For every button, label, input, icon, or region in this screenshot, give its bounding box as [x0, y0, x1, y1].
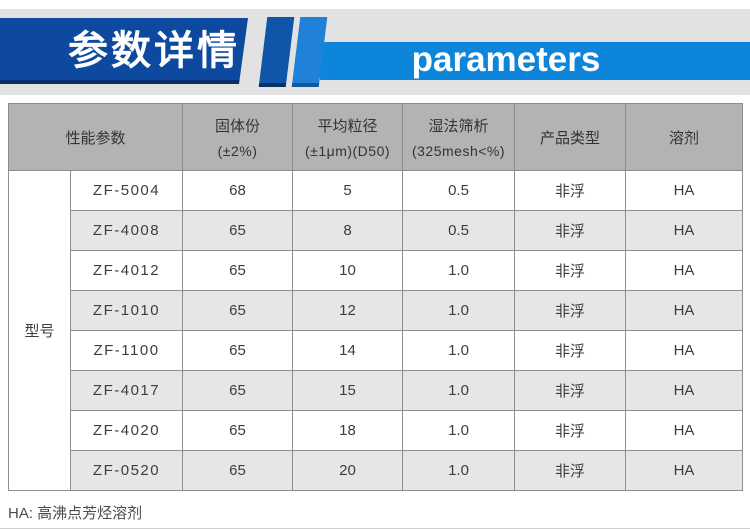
- cell-particle: 14: [292, 330, 404, 371]
- cell-sieve: 1.0: [402, 450, 516, 491]
- cell-solvent: HA: [625, 210, 744, 251]
- cell-solid: 65: [182, 410, 294, 451]
- table-row: ZF-4017 65 15 1.0 非浮 HA: [9, 370, 744, 411]
- english-title-bar: parameters: [320, 42, 750, 80]
- cell-particle: 18: [292, 410, 404, 451]
- col-header-particle: 平均粒径 (±1μm)(D50): [292, 103, 404, 171]
- cell-particle: 5: [292, 170, 404, 211]
- cell-model: ZF-0520: [69, 450, 184, 491]
- col-header-line1: 溶剂: [669, 129, 700, 147]
- cell-solid: 68: [182, 170, 294, 211]
- table-row: ZF-4008 65 8 0.5 非浮 HA: [9, 210, 744, 251]
- cell-model: ZF-4020: [69, 410, 184, 451]
- cell-solid: 65: [182, 330, 294, 371]
- cell-type: 非浮: [514, 290, 627, 331]
- cell-solvent: HA: [625, 370, 744, 411]
- cell-solvent: HA: [625, 450, 744, 491]
- english-title: parameters: [411, 40, 601, 79]
- cell-solid: 65: [182, 450, 294, 491]
- cell-type: 非浮: [514, 450, 627, 491]
- col-header-line2: (±1μm)(D50): [305, 143, 391, 159]
- chinese-title-banner: 参数详情: [0, 18, 248, 84]
- cell-model: ZF-4012: [69, 250, 184, 291]
- cell-type: 非浮: [514, 250, 627, 291]
- col-header-solid: 固体份 (±2%): [182, 103, 294, 171]
- cell-particle: 8: [292, 210, 404, 251]
- col-header-line1: 平均粒径: [317, 118, 378, 135]
- footnote: HA: 高沸点芳烃溶剂: [8, 505, 143, 522]
- cell-type: 非浮: [514, 410, 627, 451]
- cell-sieve: 1.0: [402, 410, 516, 451]
- cell-type: 非浮: [514, 370, 627, 411]
- cell-solvent: HA: [625, 330, 744, 371]
- col-header-line1: 湿法筛析: [428, 118, 489, 135]
- col-header-type: 产品类型: [514, 103, 627, 171]
- cell-type: 非浮: [514, 330, 627, 371]
- cell-sieve: 0.5: [402, 210, 516, 251]
- cell-solvent: HA: [625, 250, 744, 291]
- col-header-performance: 性能参数: [7, 103, 184, 171]
- cell-solvent: HA: [625, 410, 744, 451]
- cell-type: 非浮: [514, 210, 627, 251]
- cell-particle: 12: [292, 290, 404, 331]
- table-row: ZF-4012 65 10 1.0 非浮 HA: [9, 250, 744, 291]
- cell-particle: 10: [292, 250, 404, 291]
- cell-solvent: HA: [625, 290, 744, 331]
- table-row: 型号 ZF-5004 68 5 0.5 非浮 HA: [8, 170, 744, 491]
- col-header-line2: (±2%): [217, 143, 258, 159]
- cell-sieve: 1.0: [402, 250, 516, 291]
- header-band: parameters 参数详情: [0, 9, 750, 95]
- col-header-sieve: 湿法筛析 (325mesh<%): [402, 103, 516, 171]
- cell-model: ZF-5004: [69, 170, 184, 211]
- cell-sieve: 1.0: [402, 330, 516, 371]
- chinese-title: 参数详情: [68, 29, 240, 73]
- col-header-solvent: 溶剂: [625, 103, 744, 171]
- parameters-table: 性能参数 固体份 (±2%) 平均粒径 (±1μm)(D50) 湿法筛析 (32…: [7, 103, 744, 491]
- cell-type: 非浮: [514, 170, 627, 211]
- cell-solid: 65: [182, 210, 294, 251]
- cell-particle: 15: [292, 370, 404, 411]
- cell-model: ZF-4008: [69, 210, 184, 251]
- table-row: ZF-1100 65 14 1.0 非浮 HA: [9, 330, 744, 371]
- cell-solid: 65: [182, 250, 294, 291]
- cell-particle: 20: [292, 450, 404, 491]
- cell-sieve: 0.5: [402, 170, 516, 211]
- col-header-line1: 产品类型: [540, 129, 601, 147]
- table-row: ZF-0520 65 20 1.0 非浮 HA: [9, 450, 744, 491]
- cell-sieve: 1.0: [402, 370, 516, 411]
- decorative-stripe-dark: [258, 17, 295, 87]
- cell-model: ZF-4017: [69, 370, 184, 411]
- cell-model: ZF-1100: [69, 330, 184, 371]
- cell-sieve: 1.0: [402, 290, 516, 331]
- col-header-line1: 固体份: [215, 118, 261, 135]
- table-row: ZF-1010 65 12 1.0 非浮 HA: [9, 290, 744, 331]
- table-body: 型号 ZF-5004 68 5 0.5 非浮 HA ZF-4008 65 8 0.5 非浮 HA ZF-4…: [8, 170, 744, 491]
- row-group-label: 型号: [8, 170, 71, 491]
- cell-solvent: HA: [625, 170, 744, 211]
- col-header-line2: (325mesh<%): [411, 143, 506, 159]
- cell-solid: 65: [182, 370, 294, 411]
- bottom-divider: [0, 528, 750, 529]
- col-header-line1: 性能参数: [65, 129, 126, 147]
- table-header-row: 性能参数 固体份 (±2%) 平均粒径 (±1μm)(D50) 湿法筛析 (32…: [7, 103, 744, 171]
- table-row: ZF-4020 65 18 1.0 非浮 HA: [9, 410, 744, 451]
- cell-solid: 65: [182, 290, 294, 331]
- cell-model: ZF-1010: [69, 290, 184, 331]
